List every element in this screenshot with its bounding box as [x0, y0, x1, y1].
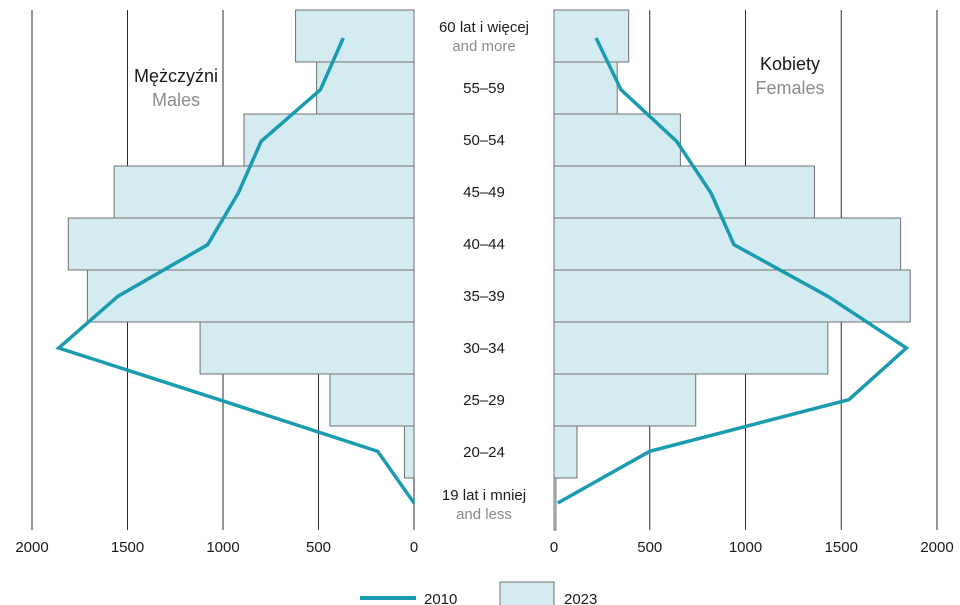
labels-layer: 2000 1500 1000 500 0 0 500 1000 1500 2000 19 lat i…	[15, 19, 953, 556]
legend-label-2023: 2023	[564, 591, 597, 605]
males-tick-label: 1000	[206, 539, 239, 556]
males-tick-label: 500	[306, 539, 331, 556]
females-bar-2023	[553, 9, 630, 63]
legend-bar-swatch	[499, 581, 555, 605]
males-bar-2023	[67, 217, 415, 271]
females-tick-label: 1000	[729, 539, 762, 556]
males-tick-label: 1500	[111, 539, 144, 556]
females-bar-2023	[553, 113, 681, 167]
females-tick-label: 1500	[825, 539, 858, 556]
males-bar-2023	[243, 113, 415, 167]
females-bar-2023	[553, 477, 557, 531]
age-group-label: 55–59	[463, 80, 505, 97]
females-tick-label: 500	[637, 539, 662, 556]
males-bar-2023	[403, 425, 415, 479]
females-title: Kobiety	[760, 54, 820, 74]
age-group-label: 40–44	[463, 236, 505, 253]
females-tick-label: 0	[550, 539, 558, 556]
age-group-label: 50–54	[463, 132, 505, 149]
legend-label-2010: 2010	[424, 591, 457, 605]
age-group-label: 45–49	[463, 184, 505, 201]
age-group-label-en: and less	[456, 506, 512, 523]
age-group-label: 19 lat i mniej	[442, 487, 526, 504]
age-group-label: 25–29	[463, 392, 505, 409]
age-group-label: 60 lat i więcej	[439, 19, 529, 36]
lines-layer	[55, 37, 910, 505]
age-group-label: 20–24	[463, 444, 505, 461]
females-bar-2023	[553, 61, 618, 115]
males-bar-2023	[199, 321, 415, 375]
males-title: Mężczyźni	[134, 66, 218, 86]
females-bar-2023	[553, 373, 697, 427]
males-line-2010	[55, 37, 416, 505]
males-tick-label: 0	[410, 539, 418, 556]
age-group-label: 35–39	[463, 288, 505, 305]
females-line-2010	[556, 37, 910, 505]
males-tick-label: 2000	[15, 539, 48, 556]
age-group-label: 30–34	[463, 340, 505, 357]
males-subtitle: Males	[152, 90, 200, 110]
females-bar-2023	[553, 321, 829, 375]
males-bar-2023	[86, 269, 415, 323]
males-bar-2023	[295, 9, 415, 63]
males-bar-2023	[316, 61, 415, 115]
females-tick-label: 2000	[920, 539, 953, 556]
males-bar-2023	[329, 373, 415, 427]
males-bar-2023	[113, 165, 415, 219]
females-bar-2023	[553, 425, 578, 479]
legend: 2010 2023	[360, 581, 597, 605]
age-group-label-en: and more	[452, 38, 515, 55]
females-subtitle: Females	[755, 78, 824, 98]
females-bar-2023	[553, 165, 815, 219]
